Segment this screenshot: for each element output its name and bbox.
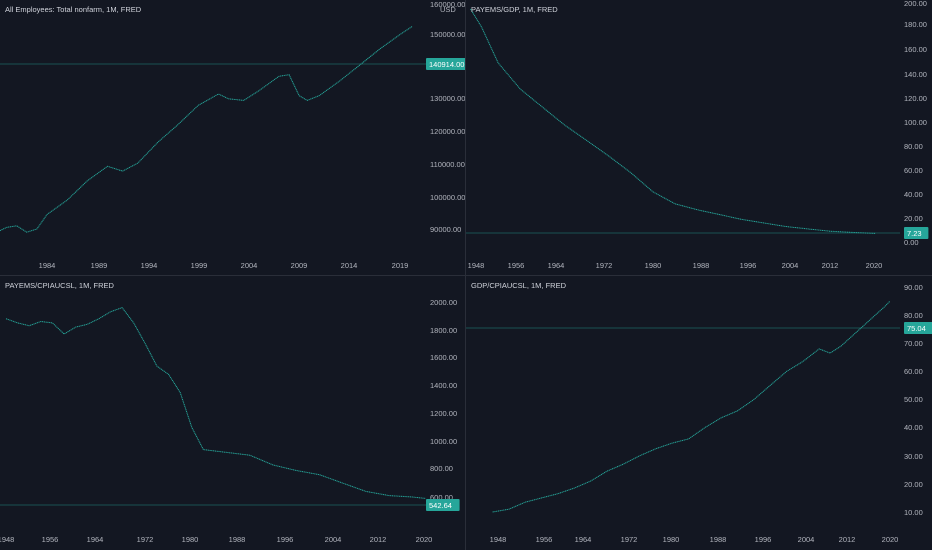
y-tick-label: 40.00 (904, 190, 923, 199)
chart-payems-cpiaucsl[interactable]: 2000.00 1800.00 1600.00 1400.00 1200.00 1000.… (0, 276, 465, 550)
x-tick-label: 2009 (291, 261, 308, 270)
y-tick-label: 80.00 (904, 311, 923, 320)
x-tick-label: 2020 (416, 535, 433, 544)
series-line (492, 300, 891, 513)
x-tick-label: 1996 (277, 535, 294, 544)
series-line (5, 307, 426, 499)
y-tick-label: 80.00 (904, 142, 923, 151)
chart-total-nonfarm[interactable]: 160000.00150000.00140000.00130000.001200… (0, 0, 465, 275)
chart-title: GDP/CPIAUCSL, 1M, FRED (471, 281, 567, 290)
y-tick-label: 160000.00 (430, 0, 465, 9)
x-tick-label: 2012 (370, 535, 387, 544)
y-tick-label: 1600.00 (430, 353, 457, 362)
y-tick-label: 110000.00 (430, 160, 465, 169)
y-tick-label: 120000.00 (430, 127, 465, 136)
last-value-label: 75.04 (907, 324, 926, 333)
chart-title: PAYEMS/GDP, 1M, FRED (471, 5, 558, 14)
chart-title: All Employees: Total nonfarm, 1M, FRED (5, 5, 142, 14)
x-tick-label: 1964 (575, 535, 592, 544)
y-tick-label: 90.00 (904, 283, 923, 292)
chart-pane-total-nonfarm[interactable]: 160000.00150000.00140000.00130000.001200… (0, 0, 465, 275)
y-tick-label: 160.00 (904, 45, 927, 54)
chart-pane-gdp-cpiaucsl[interactable]: 90.00 80.00 70.00 60.00 50.00 40.00 30.00 20.00… (466, 276, 932, 550)
x-tick-label: 1980 (645, 261, 662, 270)
y-tick-label: 0.00 (904, 238, 919, 247)
y-tick-label: 1400.00 (430, 381, 457, 390)
y-tick-label: 40.00 (904, 423, 923, 432)
y-tick-label: 70.00 (904, 339, 923, 348)
x-tick-label: 2004 (325, 535, 342, 544)
x-tick-label: 1948 (468, 261, 485, 270)
last-value-badge (904, 322, 932, 334)
x-tick-label: 2014 (341, 261, 358, 270)
y-tick-label: 2000.00 (430, 298, 457, 307)
y-tick-label: 150000.00 (430, 30, 465, 39)
x-tick-label: 1984 (39, 261, 56, 270)
last-value-badge (426, 58, 465, 70)
y-tick-label: 20.00 (904, 214, 923, 223)
x-tick-label: 2012 (839, 535, 856, 544)
x-tick-label: 2004 (782, 261, 799, 270)
x-tick-label: 1996 (740, 261, 757, 270)
x-tick-label: 2020 (866, 261, 883, 270)
pane-divider-horizontal[interactable] (0, 275, 932, 276)
last-value-label: 542.64 (429, 501, 452, 510)
x-tick-label: 1980 (663, 535, 680, 544)
x-tick-label: 1988 (693, 261, 710, 270)
y-tick-label: 140.00 (904, 70, 927, 79)
x-tick-label: 2004 (798, 535, 815, 544)
y-tick-label: 100000.00 (430, 193, 465, 202)
x-tick-label: 1972 (596, 261, 613, 270)
chart-pane-payems-gdp[interactable]: 200.00 180.00 160.00 140.00 120.00 100.00 80.0… (466, 0, 932, 275)
x-tick-label: 1989 (91, 261, 108, 270)
x-tick-label: 1988 (229, 535, 246, 544)
y-tick-label: 800.00 (430, 464, 453, 473)
chart-gdp-cpiaucsl[interactable]: 90.00 80.00 70.00 60.00 50.00 40.00 30.00 20.00… (466, 276, 932, 550)
x-tick-label: 2020 (882, 535, 899, 544)
x-tick-label: 1956 (536, 535, 553, 544)
y-tick-label: 1800.00 (430, 326, 457, 335)
y-tick-label: 600.00 (430, 493, 453, 502)
y-tick-label: 1200.00 (430, 409, 457, 418)
x-tick-label: 1964 (548, 261, 565, 270)
currency-label: USD (440, 5, 456, 14)
x-tick-label: 2019 (392, 261, 409, 270)
y-tick-label: 100.00 (904, 118, 927, 127)
x-tick-label: 1994 (141, 261, 158, 270)
y-tick-label: 200.00 (904, 0, 927, 8)
x-tick-label: 1980 (182, 535, 199, 544)
y-tick-label: 10.00 (904, 508, 923, 517)
x-tick-label: 1956 (42, 535, 59, 544)
y-tick-label: 90000.00 (430, 225, 461, 234)
y-tick-label: 50.00 (904, 395, 923, 404)
x-tick-label: 2012 (822, 261, 839, 270)
y-tick-label: 60.00 (904, 367, 923, 376)
y-tick-label: 60.00 (904, 166, 923, 175)
last-value-badge (904, 227, 929, 239)
y-tick-label: 180.00 (904, 20, 927, 29)
x-tick-label: 1972 (137, 535, 154, 544)
x-tick-label: 2004 (241, 261, 258, 270)
last-value-label: 140914.00 (429, 60, 464, 69)
x-tick-label: 1996 (755, 535, 772, 544)
chart-payems-gdp[interactable]: 200.00 180.00 160.00 140.00 120.00 100.00 80.0… (466, 0, 932, 275)
x-tick-label: 1948 (0, 535, 14, 544)
y-tick-label: 30.00 (904, 452, 923, 461)
x-tick-label: 1999 (191, 261, 208, 270)
chart-pane-payems-cpiaucsl[interactable]: 2000.00 1800.00 1600.00 1400.00 1200.00 1000.… (0, 276, 465, 550)
x-tick-label: 1948 (490, 535, 507, 544)
x-tick-label: 1964 (87, 535, 104, 544)
y-tick-label: 20.00 (904, 480, 923, 489)
chart-title: PAYEMS/CPIAUCSL, 1M, FRED (5, 281, 114, 290)
y-tick-label: 130000.00 (430, 94, 465, 103)
y-tick-label: 1000.00 (430, 437, 457, 446)
x-tick-label: 1988 (710, 535, 727, 544)
y-tick-label: 120.00 (904, 94, 927, 103)
series-line (0, 26, 413, 233)
series-line (470, 8, 876, 234)
last-value-badge (426, 499, 460, 511)
x-tick-label: 1972 (621, 535, 638, 544)
x-tick-label: 1956 (508, 261, 525, 270)
last-value-label: 7.23 (907, 229, 922, 238)
